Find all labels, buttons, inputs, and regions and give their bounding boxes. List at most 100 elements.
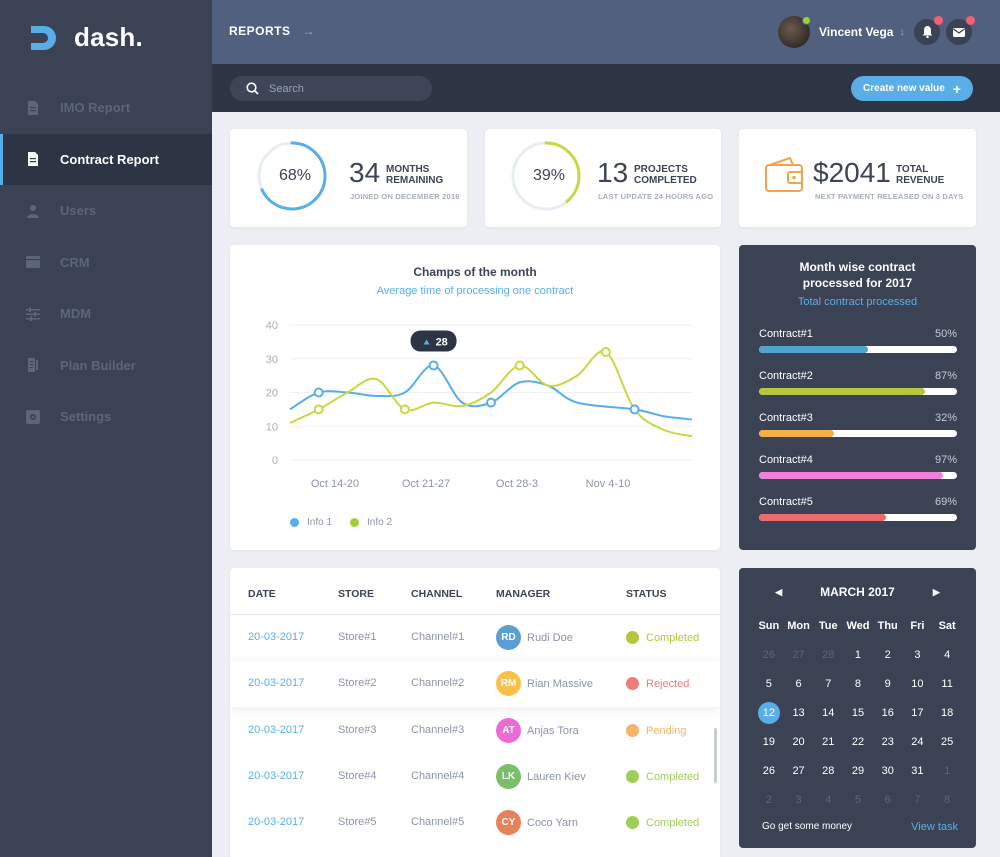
calendar-day[interactable]: 27 <box>792 649 805 661</box>
calendar-day[interactable]: 3 <box>795 794 802 806</box>
calendar-day[interactable]: 30 <box>881 765 894 777</box>
prev-month-icon[interactable]: ◀ <box>775 586 783 597</box>
bell-icon <box>922 26 932 38</box>
view-task-link[interactable]: View task <box>911 821 958 833</box>
calendar-day[interactable]: 8 <box>944 794 951 806</box>
sidebar-item-users[interactable]: Users <box>0 185 212 237</box>
calendar-day[interactable]: 23 <box>881 736 894 748</box>
logo[interactable]: dash. <box>28 22 143 53</box>
calendar-day[interactable]: 2 <box>765 794 772 806</box>
column-header-channel[interactable]: CHANNEL <box>411 588 463 600</box>
calendar-day[interactable]: 27 <box>792 765 805 777</box>
sidebar-item-plan-builder[interactable]: Plan Builder <box>0 340 212 392</box>
calendar-day[interactable]: 1 <box>854 649 862 661</box>
calendar-day[interactable]: 12 <box>754 702 784 724</box>
legend-item[interactable]: Info 1 <box>290 517 332 528</box>
calendar-day[interactable]: 22 <box>851 736 865 748</box>
progress-head: Contract#2 87% <box>759 370 957 382</box>
sidebar-item-settings[interactable]: Settings <box>0 391 212 443</box>
search-input[interactable] <box>269 82 419 95</box>
calendar-day[interactable]: 3 <box>914 649 921 661</box>
table-row[interactable]: 20-03-2017 Store#1 Channel#1 RD Rudi Doe Comp… <box>230 615 720 661</box>
progress-fill <box>759 514 886 521</box>
calendar-day[interactable]: 19 <box>762 736 775 748</box>
calendar-day[interactable]: 1 <box>944 765 951 777</box>
progress-row: Contract#1 50% <box>759 328 957 353</box>
selected-day: 12 <box>757 702 780 724</box>
calendar-day[interactable]: 6 <box>795 678 802 690</box>
cell-date[interactable]: 20-03-2017 <box>248 631 305 643</box>
document-icon <box>28 100 38 115</box>
calendar-day[interactable]: 16 <box>881 707 894 719</box>
column-header-date[interactable]: DATE <box>248 588 276 600</box>
progress-percent: 97% <box>934 454 957 466</box>
table-row[interactable]: 20-03-2017 Store#3 Channel#3 AT Anjas Tora Pe… <box>230 708 720 754</box>
calendar-day[interactable]: 14 <box>822 707 835 719</box>
calendar-day[interactable]: 6 <box>884 794 891 806</box>
cell-date[interactable]: 20-03-2017 <box>248 724 305 736</box>
scrollbar[interactable] <box>714 728 717 783</box>
calendar-day[interactable]: 20 <box>792 736 805 748</box>
user-menu[interactable]: Vincent Vega ↓ <box>778 16 904 48</box>
messages-button[interactable] <box>946 16 975 45</box>
data-point <box>428 360 439 371</box>
data-point <box>600 347 611 357</box>
table-row[interactable]: 20-03-2017 Store#4 Channel#4 LK Lauren Kiev C… <box>230 754 720 800</box>
next-month-icon[interactable]: ▶ <box>932 586 940 597</box>
calendar-day[interactable]: 25 <box>941 736 954 748</box>
calendar-day[interactable]: 8 <box>854 678 862 690</box>
cell-date[interactable]: 20-03-2017 <box>248 770 305 782</box>
create-new-value-button[interactable]: Create new value + <box>851 76 973 101</box>
calendar-day[interactable]: 10 <box>911 678 924 690</box>
weekday-label: Mon <box>787 620 810 632</box>
calendar-day[interactable]: 15 <box>851 707 865 719</box>
legend-item[interactable]: Info 2 <box>350 517 392 528</box>
progress-label: Contract#1 <box>759 328 813 340</box>
calendar-day[interactable]: 28 <box>822 649 835 661</box>
calendar-day[interactable]: 29 <box>851 765 865 777</box>
chart-title: Champs of the month <box>413 265 537 279</box>
data-point <box>514 360 525 371</box>
orders-table: DATE STORE CHANNEL MANAGER STATUS 20-03-… <box>230 568 720 857</box>
calendar-day[interactable]: 2 <box>884 649 891 661</box>
calendar-day[interactable]: 21 <box>822 736 835 748</box>
cell-date[interactable]: 20-03-2017 <box>248 816 305 828</box>
calendar-day[interactable]: 7 <box>914 794 921 806</box>
calendar-day[interactable]: 24 <box>911 736 924 748</box>
column-header-manager[interactable]: MANAGER <box>496 588 551 600</box>
search-box[interactable] <box>230 76 432 101</box>
table-row[interactable]: 20-03-2017 Store#5 Channel#5 CY Coco Yarn Com… <box>230 800 720 846</box>
table-row[interactable]: 20-03-2017 Store#2 Channel#2 RM Rian Massive… <box>230 661 720 707</box>
calendar-day[interactable]: 18 <box>941 707 954 719</box>
topbar: REPORTS → Vincent Vega ↓ <box>212 0 1000 64</box>
status-badge: Completed <box>626 816 699 829</box>
calendar-day[interactable]: 5 <box>765 678 772 690</box>
progress-track <box>759 430 957 437</box>
chart-legend: Info 1 Info 2 <box>290 517 392 528</box>
sidebar-item-crm[interactable]: CRM <box>0 237 212 289</box>
sidebar-item-contract-report[interactable]: Contract Report <box>0 133 212 185</box>
calendar-day[interactable]: 4 <box>944 649 951 661</box>
calendar-icon <box>26 256 40 269</box>
calendar-day[interactable]: 7 <box>825 678 832 690</box>
sidebar-item-mdm[interactable]: MDM <box>0 288 212 340</box>
calendar-day[interactable]: 26 <box>762 649 775 661</box>
calendar-day[interactable]: 9 <box>884 678 891 690</box>
calendar-day[interactable]: 13 <box>792 707 805 719</box>
sidebar-item-imo-report[interactable]: IMO Report <box>0 82 212 134</box>
calendar-day[interactable]: 5 <box>854 794 862 806</box>
column-header-status[interactable]: STATUS <box>626 588 667 600</box>
calendar-day[interactable]: 28 <box>822 765 835 777</box>
breadcrumb[interactable]: REPORTS → <box>229 24 315 38</box>
calendar-day[interactable]: 17 <box>911 707 924 719</box>
calendar-day[interactable]: 26 <box>762 765 775 777</box>
calendar-day[interactable]: 31 <box>911 765 924 777</box>
calendar-day[interactable]: 11 <box>941 678 953 690</box>
progress-percent: 87% <box>934 370 957 382</box>
calendar-day[interactable]: 4 <box>825 794 832 806</box>
notifications-button[interactable] <box>914 16 943 45</box>
tooltip-box <box>410 330 457 352</box>
cell-date[interactable]: 20-03-2017 <box>248 677 305 689</box>
chevron-down-icon: ↓ <box>899 26 905 38</box>
column-header-store[interactable]: STORE <box>338 588 374 600</box>
